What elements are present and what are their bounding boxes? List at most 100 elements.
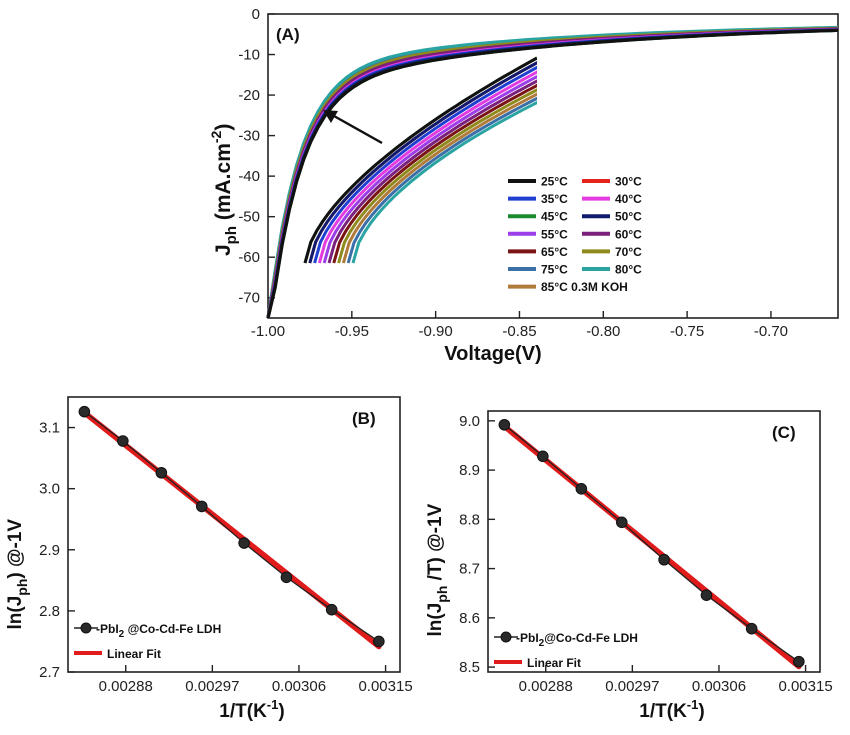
legend-fit-label: Linear Fit xyxy=(107,647,161,661)
y-label-close: ) xyxy=(212,124,235,131)
x-axis-label: 1/T(K-1) xyxy=(219,697,284,722)
y-label-close: /T) @-1V xyxy=(425,503,446,585)
y-tick-label: 8.9 xyxy=(459,462,480,479)
x-label-sup: -1 xyxy=(267,697,279,712)
inset-curve-50°C xyxy=(308,61,537,264)
data-point xyxy=(615,516,628,529)
y-tick-label: 3.1 xyxy=(39,420,60,437)
y-label-sub: ph xyxy=(14,579,30,596)
x-tick-label: 0.00288 xyxy=(99,678,153,695)
data-point xyxy=(700,589,713,601)
y-label-unit: (mA.cm xyxy=(212,143,235,226)
legend-entry: 40°C xyxy=(615,192,642,206)
arrow-shaft xyxy=(333,114,383,145)
y-axis-label: ln(Jph /T) @-1V xyxy=(425,503,450,636)
legend-entry: 50°C xyxy=(615,210,642,224)
panel-label: (A) xyxy=(276,25,300,44)
inset-curve-40°C xyxy=(317,70,537,264)
legend-entry: 85°C 0.3M KOH xyxy=(541,280,628,294)
x-tick-label: -1.00 xyxy=(251,323,285,340)
y-tick-label: 2.7 xyxy=(39,664,60,681)
legend-rest: @Co-Cd-Fe LDH xyxy=(544,631,638,645)
legend: -PbI2@Co-Cd-Fe LDH Linear Fit xyxy=(494,631,638,670)
y-tick-label: 2.9 xyxy=(39,542,60,559)
legend-entry: 55°C xyxy=(541,227,568,241)
x-tick-label: 0.00315 xyxy=(358,678,412,695)
panel-b: 0.00288 0.00297 0.00306 0.00315 2.7 2.8 2.9 3.0… xyxy=(5,396,413,722)
x-axis-label: 1/T(K-1) xyxy=(639,697,704,722)
curve-25°C xyxy=(266,28,839,319)
legend-entry: 35°C xyxy=(541,192,568,206)
x-tick-label: 0.00288 xyxy=(519,678,573,695)
x-label-close: ) xyxy=(278,701,284,722)
data-line xyxy=(503,424,800,663)
x-label-sup: -1 xyxy=(687,697,699,712)
panel-c-frame xyxy=(487,410,821,673)
y-tick-label: -10 xyxy=(238,47,260,64)
y-label-main: ln(J xyxy=(425,603,446,637)
panel-c: 0.00288 0.00297 0.00306 0.00315 8.5 8.6 8.7 8.8… xyxy=(425,410,833,722)
y-label-sub: ph xyxy=(434,586,450,603)
y-tick-label: -70 xyxy=(238,290,260,307)
inset-curve-35°C xyxy=(313,65,537,264)
legend-entry: 70°C xyxy=(615,245,642,259)
panel-b-frame xyxy=(67,396,401,673)
x-tick-label: -0.85 xyxy=(502,323,536,340)
x-tick-label: -0.80 xyxy=(586,323,620,340)
data-point xyxy=(280,571,293,584)
inset-curve-55°C xyxy=(322,74,537,264)
x-tick-label: -0.70 xyxy=(754,323,788,340)
y-tick-label: -50 xyxy=(238,209,260,226)
y-label-close: ) @-1V xyxy=(5,519,26,579)
x-tick-label: 0.00306 xyxy=(692,678,746,695)
legend-sub: 2 xyxy=(539,638,545,649)
legend-text: -PbI xyxy=(96,622,119,636)
data-point xyxy=(373,635,385,648)
panel-a-frame xyxy=(267,13,839,319)
y-axis-label: ln(Jph) @-1V xyxy=(5,519,30,630)
legend-rest: @Co-Cd-Fe LDH xyxy=(124,622,221,636)
panel-label: (B) xyxy=(352,409,376,428)
inset-curve-65°C xyxy=(332,83,537,264)
inset-curve-80°C xyxy=(351,100,537,264)
legend-data-marker xyxy=(500,631,512,643)
legend-entry: 45°C xyxy=(541,210,568,224)
inset-curve-70°C xyxy=(337,88,537,264)
legend-entry: 75°C xyxy=(541,263,568,277)
legend-data-marker xyxy=(80,622,92,634)
legend-data-label: -PbI2 @Co-Cd-Fe LDH xyxy=(96,622,221,640)
x-axis-label: Voltage(V) xyxy=(444,343,541,365)
inset-curve-85°C 0.3M KOH xyxy=(341,92,537,264)
y-label-sub: ph xyxy=(223,226,240,244)
x-tick-label: 0.00297 xyxy=(185,678,239,695)
x-tick-label: -0.95 xyxy=(335,323,369,340)
panel-label: (C) xyxy=(772,423,796,442)
data-point xyxy=(658,553,670,566)
x-tick-label: 0.00315 xyxy=(778,678,832,695)
data-point xyxy=(325,603,338,616)
x-tick-label: 0.00297 xyxy=(605,678,659,695)
y-tick-label: 3.0 xyxy=(39,481,60,498)
data-point xyxy=(195,500,208,513)
y-tick-label: 8.7 xyxy=(459,561,480,578)
data-point xyxy=(498,418,511,431)
legend-entry: 80°C xyxy=(615,263,642,277)
y-tick-label: 8.8 xyxy=(459,511,480,528)
data-point xyxy=(238,537,250,549)
data-line xyxy=(83,411,380,642)
data-point xyxy=(155,466,168,479)
data-point xyxy=(117,435,129,447)
inset-curve-75°C xyxy=(346,96,537,264)
y-label-main: J xyxy=(212,244,235,256)
data-point xyxy=(575,483,588,495)
inset-curve-60°C xyxy=(327,79,537,264)
data-point xyxy=(793,655,805,668)
y-tick-label: -40 xyxy=(238,168,260,185)
x-label-close: ) xyxy=(698,701,704,722)
x-tick-label: 0.00306 xyxy=(272,678,326,695)
y-tick-label: -20 xyxy=(238,87,260,104)
legend-data-label: -PbI2@Co-Cd-Fe LDH xyxy=(516,631,638,649)
y-label-main: ln(J xyxy=(5,596,26,630)
legend-text: -PbI xyxy=(516,631,539,645)
